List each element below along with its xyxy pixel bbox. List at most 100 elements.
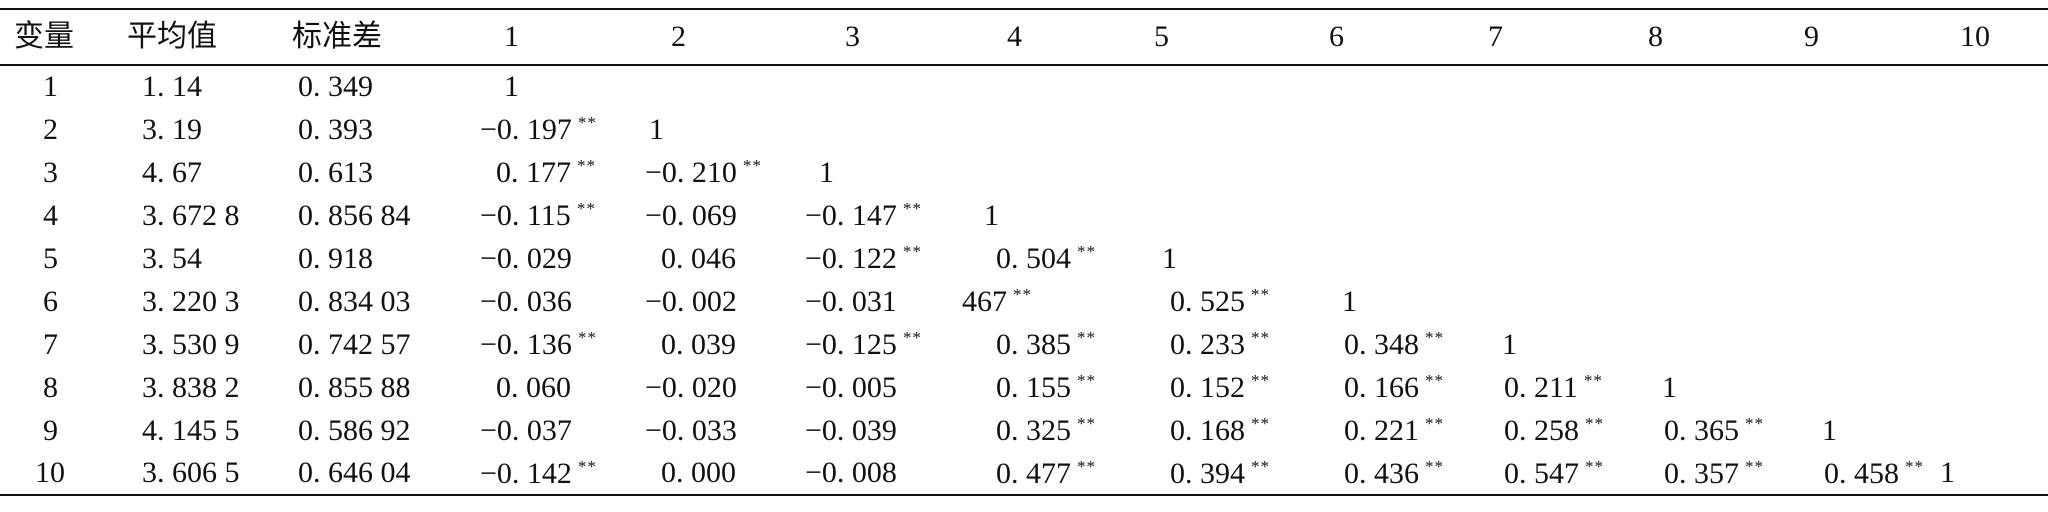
correlation-value: 0. 060 [496,370,571,404]
table-row: 9 4. 145 5 0. 586 92 −0. 037 −0. 033 −0. 039 0… [0,409,2048,452]
correlation-value: 0. 385 [996,328,1071,361]
correlation-value: −0. 115 [480,199,571,232]
cell-correlation: −0. 069 [627,194,797,237]
table-row: 10 3. 606 5 0. 646 04 −0. 142 ** 0. 000 −0. 00… [0,452,2048,495]
cell-correlation: 0. 152 ** [1140,366,1320,409]
correlation-value: −0. 036 [480,284,572,318]
cell-sd: 0. 393 [298,112,373,146]
cell-correlation: 0. 233 ** [1140,323,1320,366]
correlation-value: 1 [504,70,519,103]
cell-variable: 10 [35,456,65,489]
cell-correlation: −0. 147 ** [797,194,962,237]
cell-correlation: 1 [797,151,962,194]
cell-correlation: −0. 005 [797,366,962,409]
correlation-value: 1 [1662,370,1677,404]
cell-correlation: 0. 357 ** [1640,452,1800,495]
significance-marker: ** [742,156,762,175]
cell-correlation: −0. 029 [462,237,627,280]
correlation-value: 1 [984,198,999,232]
correlation-value: 0. 394 [1170,456,1245,490]
cell-correlation: −0. 036 [462,280,627,323]
cell-correlation [1140,108,1320,151]
significance-marker: ** [1077,242,1096,261]
significance-marker: ** [1745,456,1764,476]
cell-correlation [1320,65,1480,108]
correlation-value: 1 [1342,284,1357,318]
cell-variable: 4 [43,198,58,232]
correlation-value: 0. 166 [1344,371,1419,404]
table-row: 3 4. 67 0. 613 0. 177 ** −0. 210 ** 1 [0,151,2048,194]
cell-correlation [1140,65,1320,108]
cell-variable: 2 [43,112,58,146]
significance-marker: ** [1251,414,1270,433]
correlation-value: 1 [819,155,834,189]
cell-correlation [1930,237,2048,280]
cell-correlation: 0. 365 ** [1640,409,1800,452]
significance-marker: ** [1077,414,1096,433]
correlation-value: −0. 037 [480,413,572,447]
correlation-value: −0. 197 [480,113,572,146]
correlation-value: 1 [1822,413,1837,447]
cell-correlation: 0. 525 ** [1140,280,1320,323]
cell-correlation: −0. 039 [797,409,962,452]
table-row: 5 3. 54 0. 918 −0. 029 0. 046 −0. 122 ** 0. 504… [0,237,2048,280]
significance-marker: ** [902,242,922,261]
cell-correlation: −0. 142 ** [462,452,627,495]
cell-correlation [1640,65,1800,108]
cell-correlation [1800,366,1930,409]
cell-correlation: 1 [1320,280,1480,323]
correlation-value: 0. 258 [1504,414,1579,447]
cell-correlation: 0. 258 ** [1480,409,1640,452]
significance-marker: ** [1013,285,1032,304]
cell-correlation: −0. 115 ** [462,194,627,237]
correlation-value: −0. 029 [480,241,572,275]
cell-correlation: −0. 037 [462,409,627,452]
cell-correlation: 1 [1480,323,1640,366]
cell-mean: 1. 14 [142,70,202,103]
header-col-10: 10 [1960,20,1990,53]
cell-correlation [962,151,1140,194]
correlation-value: 0. 039 [661,327,736,361]
significance-marker: ** [1585,414,1604,433]
cell-sd: 0. 855 88 [298,370,411,404]
cell-correlation [1930,194,2048,237]
cell-correlation [1480,237,1640,280]
cell-mean: 3. 530 9 [142,327,240,361]
cell-correlation: 0. 166 ** [1320,366,1480,409]
cell-correlation: 0. 348 ** [1320,323,1480,366]
cell-correlation [797,108,962,151]
significance-marker: ** [1077,456,1096,476]
cell-correlation: −0. 197 ** [462,108,627,151]
header-col-4: 4 [1007,20,1022,53]
cell-correlation [1930,108,2048,151]
header-col-2: 2 [671,20,686,53]
cell-correlation [962,108,1140,151]
header-col-5: 5 [1154,20,1169,53]
correlation-value: −0. 125 [805,328,897,361]
cell-correlation [1800,151,1930,194]
cell-sd: 0. 742 57 [298,327,411,361]
correlation-value: −0. 142 [480,456,572,490]
cell-variable: 3 [43,155,58,189]
correlation-value: 0. 168 [1170,414,1245,447]
significance-marker: ** [1425,371,1444,390]
significance-marker: ** [576,199,596,218]
cell-correlation [1140,151,1320,194]
cell-correlation [1480,151,1640,194]
correlation-value: 1 [1502,327,1517,361]
table-header-row: 变量 平均值 标准差 1 2 3 4 5 6 7 8 9 10 [0,9,2048,65]
correlation-value: −0. 005 [805,370,897,404]
header-variable: 变量 [14,20,74,53]
significance-marker: ** [1425,328,1444,347]
correlation-value: 1 [649,112,664,146]
header-col-6: 6 [1329,20,1344,53]
cell-sd: 0. 613 [298,155,373,189]
cell-correlation: 0. 436 ** [1320,452,1480,495]
correlation-value: 0. 547 [1504,456,1579,490]
cell-correlation: −0. 210 ** [627,151,797,194]
cell-correlation: 1 [962,194,1140,237]
cell-correlation: 0. 477 ** [962,452,1140,495]
cell-correlation: 0. 000 [627,452,797,495]
correlation-value: −0. 210 [645,156,737,189]
cell-sd: 0. 646 04 [298,456,411,489]
